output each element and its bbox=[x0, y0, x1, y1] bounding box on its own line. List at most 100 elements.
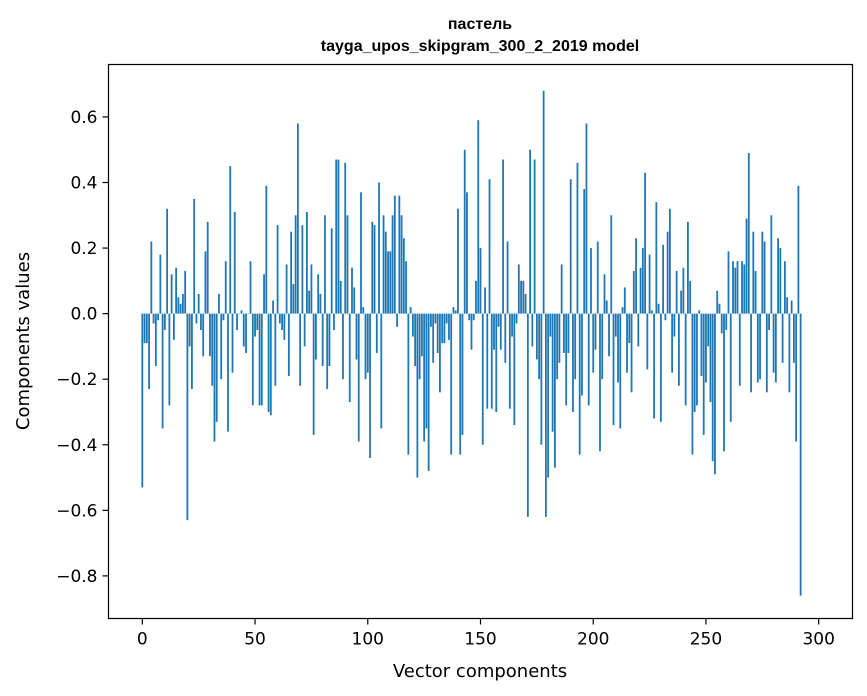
bar bbox=[459, 313, 462, 455]
bar bbox=[677, 313, 680, 386]
bar bbox=[281, 313, 284, 331]
bar bbox=[191, 313, 193, 390]
bar bbox=[168, 313, 171, 406]
bar bbox=[741, 261, 743, 314]
bar bbox=[560, 264, 563, 314]
bar bbox=[729, 313, 732, 422]
bar bbox=[727, 251, 730, 314]
bar bbox=[495, 313, 498, 412]
bar bbox=[303, 313, 306, 347]
bar bbox=[581, 313, 583, 396]
bar bbox=[366, 313, 369, 373]
bar bbox=[684, 313, 687, 406]
bar bbox=[497, 313, 500, 327]
bar bbox=[644, 172, 646, 314]
bar bbox=[592, 313, 595, 373]
bar bbox=[680, 290, 683, 314]
bar bbox=[326, 313, 329, 390]
bar bbox=[269, 313, 272, 416]
bar bbox=[380, 313, 383, 429]
bar bbox=[691, 313, 694, 455]
y-tick-label: 0.0 bbox=[70, 305, 97, 325]
x-tick-label: 300 bbox=[802, 630, 834, 650]
x-tick-label: 50 bbox=[244, 630, 266, 650]
bar bbox=[342, 313, 344, 380]
x-axis-ticks: 0 50 100 150 200 250 300 bbox=[137, 618, 835, 650]
bar bbox=[594, 313, 597, 350]
bar bbox=[371, 221, 374, 314]
bar bbox=[650, 310, 653, 314]
y-tick-label: −0.2 bbox=[56, 370, 97, 390]
bar bbox=[339, 280, 342, 314]
bar bbox=[617, 313, 619, 383]
bar bbox=[299, 313, 302, 386]
bar bbox=[218, 293, 220, 314]
bar bbox=[193, 198, 196, 314]
bar bbox=[590, 248, 592, 314]
bar bbox=[795, 313, 798, 442]
bar bbox=[608, 313, 610, 357]
bar bbox=[653, 313, 656, 419]
bar bbox=[166, 208, 169, 314]
bar bbox=[315, 313, 317, 360]
bar bbox=[470, 313, 473, 350]
bar bbox=[553, 313, 556, 468]
bar bbox=[664, 313, 667, 321]
bar bbox=[533, 159, 536, 314]
bar bbox=[583, 189, 586, 314]
bar bbox=[774, 313, 777, 383]
bar bbox=[626, 313, 628, 373]
bar bbox=[274, 313, 277, 386]
bar bbox=[619, 313, 622, 429]
bar bbox=[687, 221, 689, 314]
bar bbox=[215, 313, 218, 422]
bar bbox=[542, 90, 545, 314]
bar bbox=[396, 313, 398, 327]
bar bbox=[630, 313, 633, 393]
bar bbox=[211, 313, 214, 386]
bar bbox=[493, 313, 495, 350]
bar bbox=[725, 313, 728, 331]
bar bbox=[671, 313, 674, 373]
bar bbox=[292, 284, 295, 314]
bar bbox=[249, 261, 252, 314]
bar bbox=[387, 251, 389, 314]
bar bbox=[499, 313, 502, 350]
bar bbox=[353, 287, 356, 314]
bar bbox=[488, 179, 491, 314]
bar bbox=[657, 303, 660, 314]
bar bbox=[702, 313, 705, 435]
bar bbox=[621, 307, 624, 314]
bar bbox=[605, 300, 608, 314]
bar bbox=[240, 310, 243, 314]
bar bbox=[745, 218, 748, 314]
bar bbox=[296, 123, 299, 314]
bar bbox=[535, 313, 538, 360]
bar bbox=[450, 313, 453, 455]
bar bbox=[759, 313, 761, 380]
bar bbox=[457, 208, 459, 314]
bar bbox=[468, 313, 471, 321]
bar bbox=[765, 313, 768, 393]
bar bbox=[357, 313, 360, 442]
bar bbox=[790, 300, 793, 314]
bar bbox=[362, 307, 365, 314]
bar bbox=[538, 313, 541, 380]
bar bbox=[481, 313, 484, 445]
bar bbox=[578, 313, 581, 455]
bar bbox=[511, 313, 513, 337]
bar bbox=[400, 215, 403, 314]
bar bbox=[222, 313, 225, 321]
bar bbox=[346, 215, 349, 314]
bar bbox=[585, 123, 588, 314]
bar bbox=[141, 313, 144, 488]
bar bbox=[378, 182, 380, 314]
bar bbox=[272, 300, 274, 314]
bar bbox=[294, 215, 297, 314]
bar bbox=[714, 313, 716, 475]
bar bbox=[179, 303, 182, 314]
bar bbox=[231, 313, 234, 373]
bar bbox=[466, 192, 468, 314]
bar bbox=[206, 221, 209, 314]
bar bbox=[308, 290, 311, 314]
